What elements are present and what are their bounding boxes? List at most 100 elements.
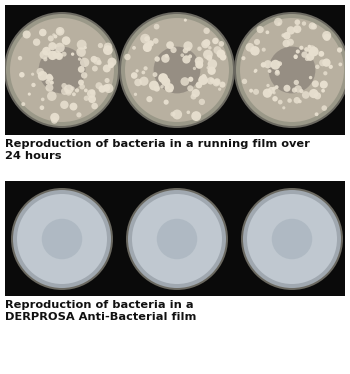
Circle shape (97, 60, 102, 65)
Circle shape (322, 58, 331, 67)
Circle shape (125, 18, 229, 122)
Circle shape (92, 65, 98, 71)
Circle shape (46, 84, 54, 92)
Circle shape (320, 82, 327, 88)
Circle shape (242, 79, 247, 84)
Circle shape (208, 46, 212, 50)
Circle shape (103, 45, 113, 55)
Circle shape (28, 92, 31, 96)
Circle shape (287, 26, 295, 35)
Circle shape (134, 93, 137, 96)
Circle shape (43, 57, 48, 61)
Circle shape (208, 67, 216, 75)
Circle shape (195, 57, 203, 65)
Circle shape (254, 39, 260, 45)
Circle shape (246, 43, 254, 52)
Circle shape (61, 88, 68, 95)
Circle shape (182, 55, 190, 64)
Circle shape (96, 82, 103, 89)
Circle shape (55, 43, 65, 52)
Circle shape (72, 92, 76, 96)
Circle shape (199, 99, 205, 105)
Circle shape (146, 96, 153, 102)
Circle shape (98, 43, 103, 48)
Circle shape (46, 79, 50, 85)
Circle shape (309, 89, 318, 98)
Circle shape (143, 43, 152, 52)
Circle shape (311, 24, 317, 30)
Circle shape (18, 56, 22, 60)
Circle shape (294, 80, 299, 85)
Circle shape (91, 56, 97, 62)
Circle shape (78, 80, 84, 85)
Circle shape (165, 85, 169, 89)
Circle shape (282, 40, 290, 47)
Circle shape (302, 91, 310, 99)
Circle shape (54, 34, 57, 39)
Circle shape (299, 46, 303, 50)
Circle shape (41, 98, 44, 101)
Circle shape (214, 46, 222, 54)
Circle shape (51, 117, 58, 124)
Circle shape (135, 69, 139, 73)
Circle shape (149, 81, 159, 91)
Circle shape (170, 47, 177, 53)
Circle shape (50, 113, 60, 122)
Circle shape (218, 41, 224, 47)
Circle shape (99, 85, 106, 93)
Circle shape (154, 56, 160, 62)
Circle shape (294, 19, 300, 25)
Circle shape (323, 34, 330, 41)
Circle shape (273, 91, 276, 94)
Circle shape (88, 95, 96, 103)
Circle shape (321, 89, 325, 93)
Circle shape (219, 82, 225, 88)
Circle shape (207, 77, 215, 85)
Circle shape (305, 56, 310, 61)
Circle shape (77, 40, 87, 50)
Circle shape (296, 49, 300, 53)
Circle shape (52, 33, 55, 37)
Circle shape (206, 55, 212, 61)
Circle shape (268, 47, 315, 94)
Circle shape (243, 190, 341, 288)
Circle shape (247, 194, 337, 284)
Circle shape (154, 24, 160, 30)
Circle shape (19, 72, 25, 77)
Circle shape (184, 19, 187, 22)
Circle shape (164, 54, 169, 58)
Circle shape (266, 30, 269, 34)
Circle shape (33, 39, 40, 46)
Circle shape (275, 70, 279, 74)
Circle shape (206, 66, 210, 70)
Circle shape (91, 103, 98, 109)
Circle shape (218, 88, 221, 91)
Circle shape (294, 54, 298, 59)
Circle shape (161, 54, 170, 63)
Circle shape (62, 52, 66, 56)
Circle shape (47, 91, 57, 101)
Circle shape (141, 71, 145, 74)
Circle shape (172, 110, 182, 119)
Circle shape (13, 190, 111, 288)
Circle shape (144, 36, 150, 42)
Circle shape (198, 75, 208, 85)
Circle shape (308, 45, 316, 54)
Circle shape (294, 85, 302, 93)
Circle shape (64, 85, 74, 94)
Circle shape (274, 18, 282, 26)
Circle shape (31, 83, 36, 87)
Circle shape (254, 69, 258, 72)
Circle shape (301, 51, 308, 58)
Circle shape (293, 25, 301, 33)
Circle shape (266, 84, 270, 87)
Circle shape (61, 83, 67, 89)
Circle shape (48, 42, 56, 50)
Circle shape (309, 76, 312, 79)
Circle shape (50, 81, 54, 85)
Circle shape (212, 79, 220, 86)
Circle shape (263, 89, 272, 98)
Circle shape (299, 89, 303, 93)
Circle shape (103, 64, 111, 73)
Circle shape (315, 112, 319, 116)
